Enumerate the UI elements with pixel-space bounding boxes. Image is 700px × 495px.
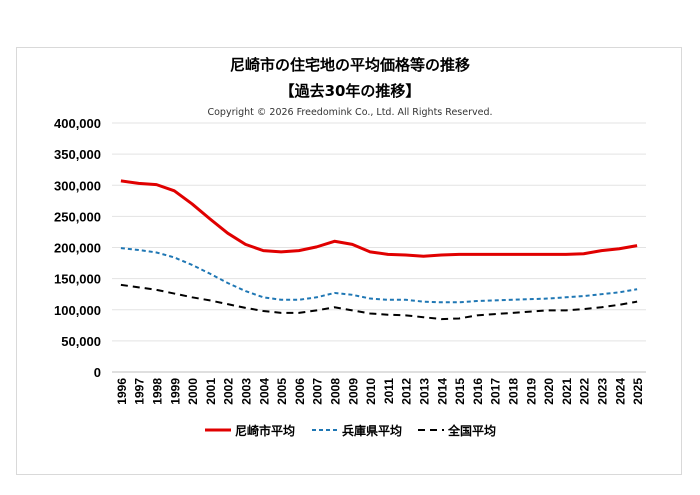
x-tick-label: 2019: [524, 378, 538, 405]
chart-subtitle: 【過去30年の推移】: [279, 82, 421, 100]
series-line-3: [120, 283, 638, 321]
legend-label: 全国平均: [447, 423, 496, 438]
x-tick-label: 2021: [560, 378, 574, 405]
x-tick-label: 2011: [382, 378, 396, 404]
x-tick-label: 2001: [204, 378, 218, 405]
legend-label: 兵庫県平均: [342, 423, 402, 438]
y-tick-label: 400,000: [54, 116, 101, 131]
y-tick-label: 0: [94, 365, 101, 380]
x-tick-label: 2012: [400, 378, 414, 405]
x-tick-label: 2017: [489, 378, 503, 405]
x-tick-label: 2005: [275, 378, 289, 405]
x-tick-label: 2006: [293, 378, 307, 405]
x-tick-label: 2015: [453, 378, 467, 405]
x-tick-label: 2020: [542, 378, 556, 405]
series-line-1: [120, 179, 638, 258]
x-tick-label: 2000: [186, 378, 200, 405]
x-tick-label: 1996: [115, 378, 129, 405]
x-tick-label: 2018: [507, 378, 521, 405]
y-tick-label: 200,000: [54, 241, 101, 256]
y-tick-label: 100,000: [54, 303, 101, 318]
x-tick-label: 2025: [631, 378, 645, 405]
series-line-2: [120, 247, 638, 304]
x-tick-label: 2010: [364, 378, 378, 405]
x-tick-label: 2014: [435, 378, 449, 405]
x-tick-label: 2023: [596, 378, 610, 405]
x-tick-label: 2009: [346, 378, 360, 405]
x-tick-label: 2004: [257, 378, 271, 405]
y-tick-label: 150,000: [54, 272, 101, 287]
x-tick-label: 1999: [168, 378, 182, 405]
y-tick-label: 300,000: [54, 178, 101, 193]
x-tick-label: 1997: [133, 378, 147, 405]
legend-label: 尼崎市平均: [235, 423, 295, 438]
x-tick-label: 1998: [151, 378, 165, 405]
copyright: Copyright © 2026 Freedomink Co., Ltd. Al…: [207, 107, 493, 118]
x-tick-label: 2007: [311, 378, 325, 405]
chart-frame: [16, 47, 682, 475]
chart-title: 尼崎市の住宅地の平均価格等の推移: [229, 56, 470, 74]
x-tick-label: 2013: [418, 378, 432, 405]
y-tick-label: 250,000: [54, 209, 101, 224]
x-tick-label: 2024: [613, 378, 627, 405]
x-tick-label: 2002: [222, 378, 236, 405]
y-tick-label: 50,000: [61, 334, 101, 349]
x-tick-label: 2016: [471, 378, 485, 405]
x-tick-label: 2008: [329, 378, 343, 405]
x-tick-label: 2022: [578, 378, 592, 405]
y-tick-label: 350,000: [54, 147, 101, 162]
x-tick-label: 2003: [240, 378, 254, 405]
